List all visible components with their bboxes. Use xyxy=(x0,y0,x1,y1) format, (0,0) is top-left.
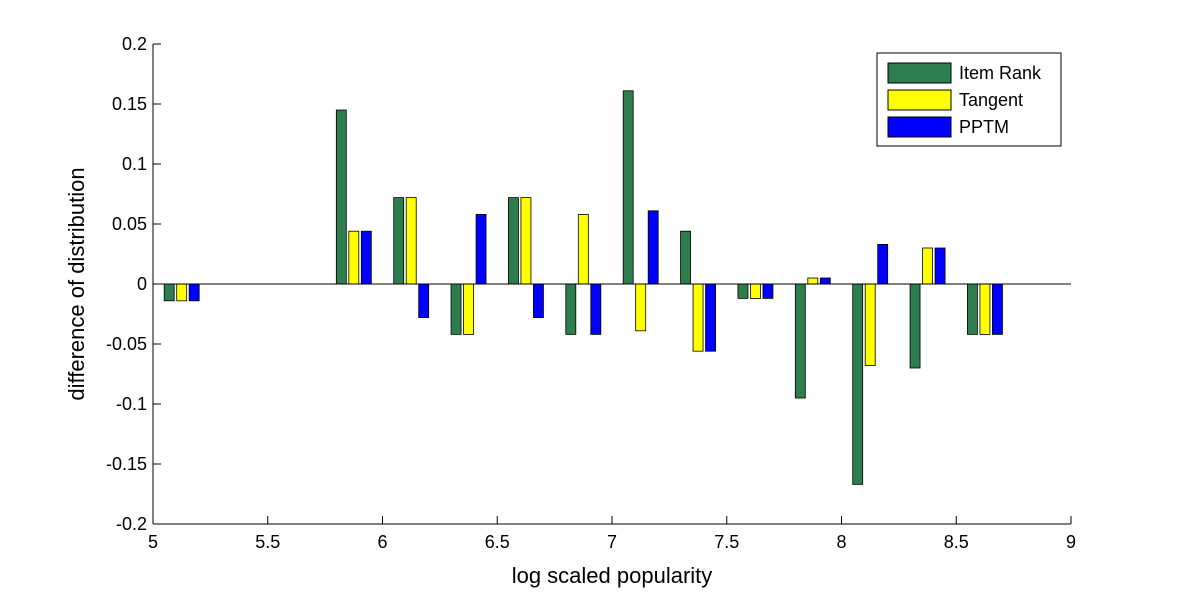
bar-tangent-6 xyxy=(520,197,532,285)
bar-item-rank-7 xyxy=(565,283,577,335)
x-axis-label: log scaled popularity xyxy=(512,563,713,588)
y-tick-label: 0.2 xyxy=(122,34,147,54)
bar-item-rank-13 xyxy=(909,283,921,369)
x-tick-label: 5 xyxy=(148,532,158,552)
legend-swatch xyxy=(887,62,952,84)
x-tick-label: 9 xyxy=(1066,532,1076,552)
x-tick-label: 5.5 xyxy=(255,532,280,552)
x-tick-label: 8.5 xyxy=(944,532,969,552)
bar-item-rank-14 xyxy=(967,283,978,335)
legend-swatch xyxy=(887,116,952,138)
x-tick-label: 6 xyxy=(377,532,387,552)
bar-item-rank-9 xyxy=(680,230,691,285)
bar-item-rank-0 xyxy=(163,283,175,302)
bar-item-rank-8 xyxy=(622,90,634,285)
bar-pptm-9 xyxy=(705,283,716,352)
bar-pptm-4 xyxy=(418,283,430,318)
y-axis-label: difference of distribution xyxy=(64,167,89,400)
bar-pptm-8 xyxy=(647,210,659,285)
bar-tangent-9 xyxy=(692,283,704,352)
y-tick-label: -0.05 xyxy=(106,334,147,354)
bar-tangent-4 xyxy=(405,197,417,285)
legend-label: Item Rank xyxy=(959,63,1042,83)
bar-tangent-13 xyxy=(922,247,933,285)
bar-tangent-7 xyxy=(577,213,589,285)
bar-pptm-14 xyxy=(992,283,1003,335)
y-tick-label: 0.05 xyxy=(112,214,147,234)
bar-tangent-0 xyxy=(176,283,188,302)
bar-item-rank-12 xyxy=(852,283,864,485)
bar-pptm-3 xyxy=(360,230,372,285)
bar-tangent-12 xyxy=(864,283,876,366)
legend-swatch xyxy=(887,89,952,111)
bar-item-rank-3 xyxy=(335,109,347,285)
bar-item-rank-6 xyxy=(508,197,519,285)
bar-tangent-8 xyxy=(635,283,647,332)
bar-pptm-0 xyxy=(188,283,200,302)
bar-tangent-11 xyxy=(807,277,819,285)
bar-item-rank-11 xyxy=(794,283,806,399)
y-tick-label: 0.15 xyxy=(112,94,147,114)
y-tick-label: -0.15 xyxy=(106,454,147,474)
bar-tangent-5 xyxy=(463,283,474,335)
y-tick-label: 0 xyxy=(137,274,147,294)
legend: Item Rank Tangent PPTM xyxy=(876,52,1062,147)
bar-pptm-5 xyxy=(475,213,487,285)
bar-item-rank-10 xyxy=(737,283,749,299)
bar-tangent-14 xyxy=(979,283,991,335)
bar-tangent-3 xyxy=(348,230,360,285)
y-tick-label: -0.1 xyxy=(116,394,147,414)
bar-pptm-10 xyxy=(762,283,774,299)
bar-tangent-10 xyxy=(750,283,761,299)
legend-label: Tangent xyxy=(959,90,1023,110)
bar-pptm-12 xyxy=(877,243,889,285)
bar-pptm-7 xyxy=(590,283,602,335)
ticks-group: 5 5.5 6 6.5 7 7.5 8 8.5 9 -0.2 -0.15 -0.1 -0.05 0 0.05… xyxy=(106,34,1076,552)
x-tick-label: 7 xyxy=(607,532,617,552)
y-tick-label: 0.1 xyxy=(122,154,147,174)
legend-label: PPTM xyxy=(959,117,1009,137)
x-tick-label: 8 xyxy=(836,532,846,552)
x-tick-label: 6.5 xyxy=(485,532,510,552)
bar-pptm-13 xyxy=(934,247,946,285)
bar-pptm-11 xyxy=(819,277,831,285)
y-tick-label: -0.2 xyxy=(116,514,147,534)
bar-pptm-6 xyxy=(533,283,544,318)
x-tick-label: 7.5 xyxy=(714,532,739,552)
bar-item-rank-4 xyxy=(393,197,405,285)
bar-item-rank-5 xyxy=(450,283,462,335)
